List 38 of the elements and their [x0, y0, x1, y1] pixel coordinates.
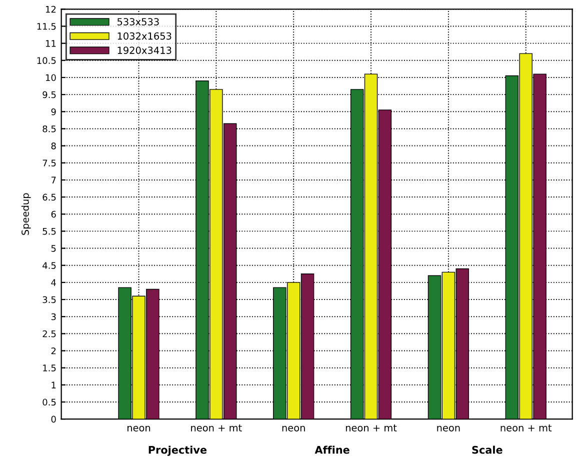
y-tick-label: 12: [46, 6, 56, 13]
y-tick-label: 1.5: [43, 364, 56, 372]
legend-label: 1032x1653: [118, 32, 172, 40]
y-tick-label: 1: [52, 382, 56, 388]
x-tick-label: neon + mt: [191, 424, 242, 432]
x-tick-label: neon + mt: [346, 424, 397, 432]
y-tick-label: 3: [51, 313, 56, 320]
y-tick-label: 9: [51, 108, 56, 116]
y-tick-label: 8: [51, 142, 56, 150]
y-tick-label: 10: [46, 74, 56, 82]
y-tick-label: 10.5: [37, 57, 56, 64]
text: Projective: [148, 446, 207, 456]
y-tick-label: 6: [51, 210, 56, 218]
y-tick-label: 4.5: [42, 262, 56, 269]
y-tick-label: 7.5: [42, 160, 56, 166]
y-tick-label: 5: [51, 245, 56, 252]
y-tick-label: 11.5: [37, 23, 56, 30]
y-tick-label: 0.5: [42, 398, 56, 406]
text: Affine: [314, 446, 350, 454]
legend-label: 1920x3413: [118, 46, 172, 54]
y-tick-label: 5.5: [42, 228, 56, 235]
y-tick-label: 9.5: [42, 91, 56, 98]
y-tick-label: 6.5: [42, 194, 56, 201]
y-tick-label: 7: [51, 176, 56, 184]
x-tick-label: neon: [128, 426, 150, 432]
y-tick-label: 11: [46, 40, 56, 47]
y-tick-label: 4: [51, 279, 56, 286]
legend-label: 533x533: [117, 18, 159, 26]
text: Scale: [472, 446, 502, 454]
y-tick-label: 2.5: [42, 330, 56, 338]
x-tick-label: neon + mt: [500, 424, 552, 432]
y-tick-label: 3.5: [42, 296, 56, 304]
y-tick-label: 8.5: [42, 125, 56, 132]
y-tick-label: 0: [51, 416, 56, 423]
y-tick-label: 2: [51, 347, 56, 354]
x-tick-label: neon: [282, 426, 305, 432]
y-axis-title: Speedup: [21, 193, 31, 235]
x-tick-label: neon: [437, 426, 460, 432]
